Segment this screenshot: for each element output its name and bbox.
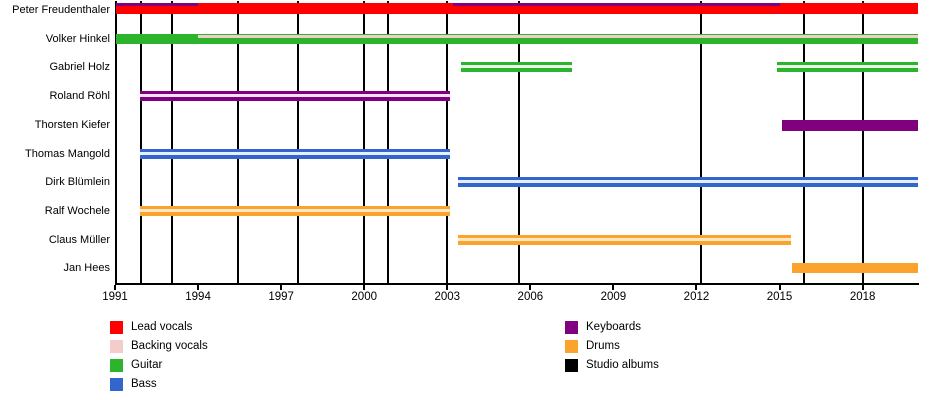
member-bar-guitar xyxy=(776,62,918,73)
member-label: Thorsten Kiefer xyxy=(34,118,110,131)
axis-left-border xyxy=(115,1,117,283)
member-bar-bass xyxy=(458,177,918,188)
tick-label: 2003 xyxy=(434,291,461,303)
tick-mark xyxy=(612,285,615,290)
legend-label-drums: Drums xyxy=(586,340,620,352)
tick-label: 2009 xyxy=(600,291,627,303)
album-line xyxy=(861,1,864,283)
tick-mark xyxy=(529,285,532,290)
tick-label: 2000 xyxy=(351,291,377,303)
member-bar-drums xyxy=(458,234,791,245)
legend-swatch-bass xyxy=(110,378,123,391)
member-bar-keyboards xyxy=(139,91,451,102)
member-bar-drums xyxy=(792,263,918,274)
album-line xyxy=(699,1,702,283)
member-bar-guitar xyxy=(116,33,918,44)
legend-label-studio_albums: Studio albums xyxy=(586,359,659,371)
tick-label: 2006 xyxy=(517,291,544,303)
legend-label-lead_vocals: Lead vocals xyxy=(131,321,193,333)
legend-swatch-drums xyxy=(565,340,578,353)
member-label: Peter Freudenthaler xyxy=(12,4,110,16)
album-line xyxy=(363,1,366,283)
tick-mark xyxy=(778,285,781,290)
legend-swatch-guitar xyxy=(110,359,123,372)
album-line xyxy=(237,1,240,283)
member-label: Thomas Mangold xyxy=(25,147,110,160)
album-line xyxy=(446,1,449,283)
member-bar-keyboards xyxy=(116,3,199,6)
member-bar-drums xyxy=(139,205,451,216)
tick-mark xyxy=(861,285,864,290)
album-line xyxy=(518,1,521,283)
tick-mark xyxy=(446,285,449,290)
legend-swatch-lead_vocals xyxy=(110,321,123,334)
legend-swatch-keyboards xyxy=(565,321,578,334)
legend-label-backing_vocals: Backing vocals xyxy=(131,340,208,352)
legend-label-guitar: Guitar xyxy=(131,359,163,371)
tick-mark xyxy=(197,285,200,290)
member-bar-backing_vocals xyxy=(116,34,918,38)
legend-swatch-studio_albums xyxy=(565,359,578,372)
legend-label-keyboards: Keyboards xyxy=(586,321,641,333)
member-bar-guitar xyxy=(116,33,199,44)
member-label: Roland Röhl xyxy=(49,90,110,103)
tick-label: 2012 xyxy=(683,291,710,303)
tick-label: 2015 xyxy=(766,291,793,303)
album-line xyxy=(170,1,173,283)
tick-label: 1991 xyxy=(102,291,128,303)
album-line xyxy=(803,1,806,283)
member-bar-guitar xyxy=(461,62,572,73)
member-label: Jan Hees xyxy=(63,262,110,275)
tick-label: 2018 xyxy=(849,291,876,303)
member-label: Dirk Blümlein xyxy=(45,176,110,189)
member-label: Claus Müller xyxy=(48,233,110,246)
member-label: Ralf Wochele xyxy=(44,204,110,217)
album-line xyxy=(140,1,143,283)
member-label: Gabriel Holz xyxy=(49,61,110,74)
legend-swatch-backing_vocals xyxy=(110,340,123,353)
legend-label-bass: Bass xyxy=(131,378,157,390)
member-bar-bass xyxy=(139,148,451,159)
member-label: Volker Hinkel xyxy=(45,32,110,45)
tick-mark xyxy=(695,285,698,290)
member-bar-keyboards xyxy=(782,119,918,131)
member-bar-lead_vocals xyxy=(116,3,918,14)
member-bar-keyboards xyxy=(452,3,780,6)
album-line xyxy=(296,1,299,283)
tick-mark xyxy=(280,285,283,290)
tick-label: 1994 xyxy=(185,291,211,303)
tick-mark xyxy=(363,285,366,290)
album-line xyxy=(386,1,389,283)
x-axis xyxy=(115,283,919,285)
tick-mark xyxy=(114,285,116,290)
tick-label: 1997 xyxy=(268,291,294,303)
